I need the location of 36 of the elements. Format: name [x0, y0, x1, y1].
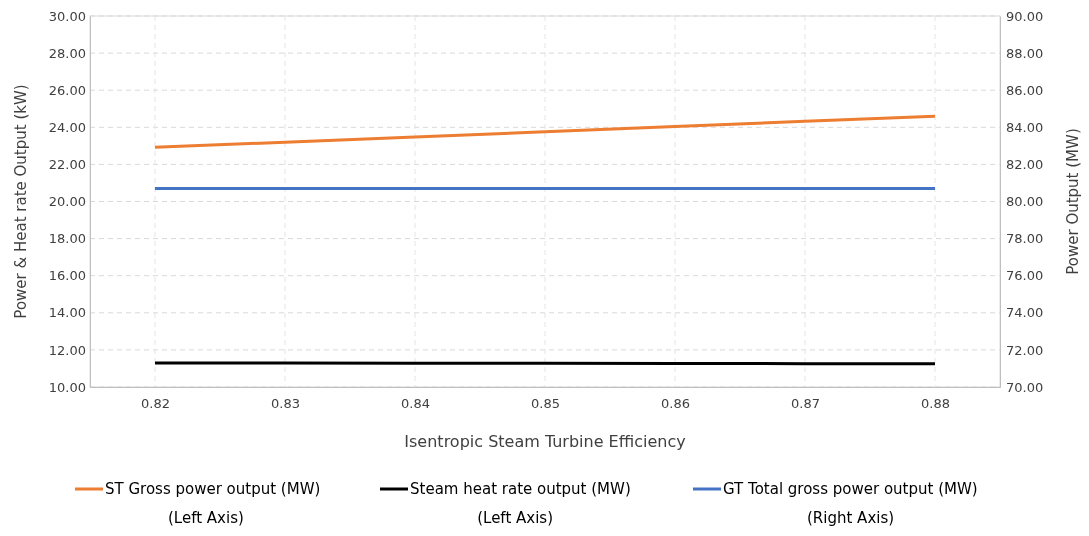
legend-label: GT Total gross power output (MW) (Right Axis) [723, 480, 978, 527]
y-tick-label: 24.00 [48, 119, 86, 135]
y-tick-label: 14.00 [48, 305, 86, 321]
y2-tick-label: 86.00 [1006, 82, 1044, 98]
y2-tick-label: 76.00 [1006, 268, 1044, 284]
y2-tick-label: 78.00 [1006, 231, 1044, 247]
y2-tick-label: 70.00 [1006, 379, 1044, 395]
y-tick-label: 28.00 [48, 45, 86, 61]
y-tick-label: 16.00 [48, 268, 86, 284]
y-tick-label: 10.00 [48, 379, 86, 395]
y2-tick-label: 90.00 [1006, 8, 1044, 24]
legend-label: ST Gross power output (MW) (Left Axis) [105, 480, 321, 527]
x-tick-label: 0.84 [401, 396, 430, 412]
x-tick-label: 0.86 [661, 396, 690, 412]
y-tick-label: 30.00 [48, 8, 86, 24]
y2-tick-label: 82.00 [1006, 157, 1044, 173]
x-axis-title: Isentropic Steam Turbine Efficiency [404, 432, 686, 451]
y-tick-label: 26.00 [48, 82, 86, 98]
y2-axis-title: Power Output (MW) [1064, 128, 1082, 275]
x-tick-label: 0.83 [271, 396, 300, 412]
line-series [153, 114, 937, 149]
x-tick-label: 0.85 [531, 396, 560, 412]
y-tick-label: 22.00 [48, 157, 86, 173]
y-tick-label: 12.00 [48, 342, 86, 358]
y-axis-title: Power & Heat rate Output (kW) [12, 84, 30, 319]
y2-tick-label: 74.00 [1006, 305, 1044, 321]
y2-tick-label: 72.00 [1006, 342, 1044, 358]
y-tick-label: 20.00 [48, 194, 86, 210]
x-tick-label: 0.87 [791, 396, 820, 412]
legend-label: Steam heat rate output (MW) (Left Axis) [410, 480, 631, 527]
x-tick-label: 0.88 [921, 396, 950, 412]
y2-tick-label: 80.00 [1006, 194, 1044, 210]
x-tick-label: 0.82 [141, 396, 170, 412]
y2-tick-label: 88.00 [1006, 45, 1044, 61]
y-tick-label: 18.00 [48, 231, 86, 247]
y2-tick-label: 84.00 [1006, 119, 1044, 135]
